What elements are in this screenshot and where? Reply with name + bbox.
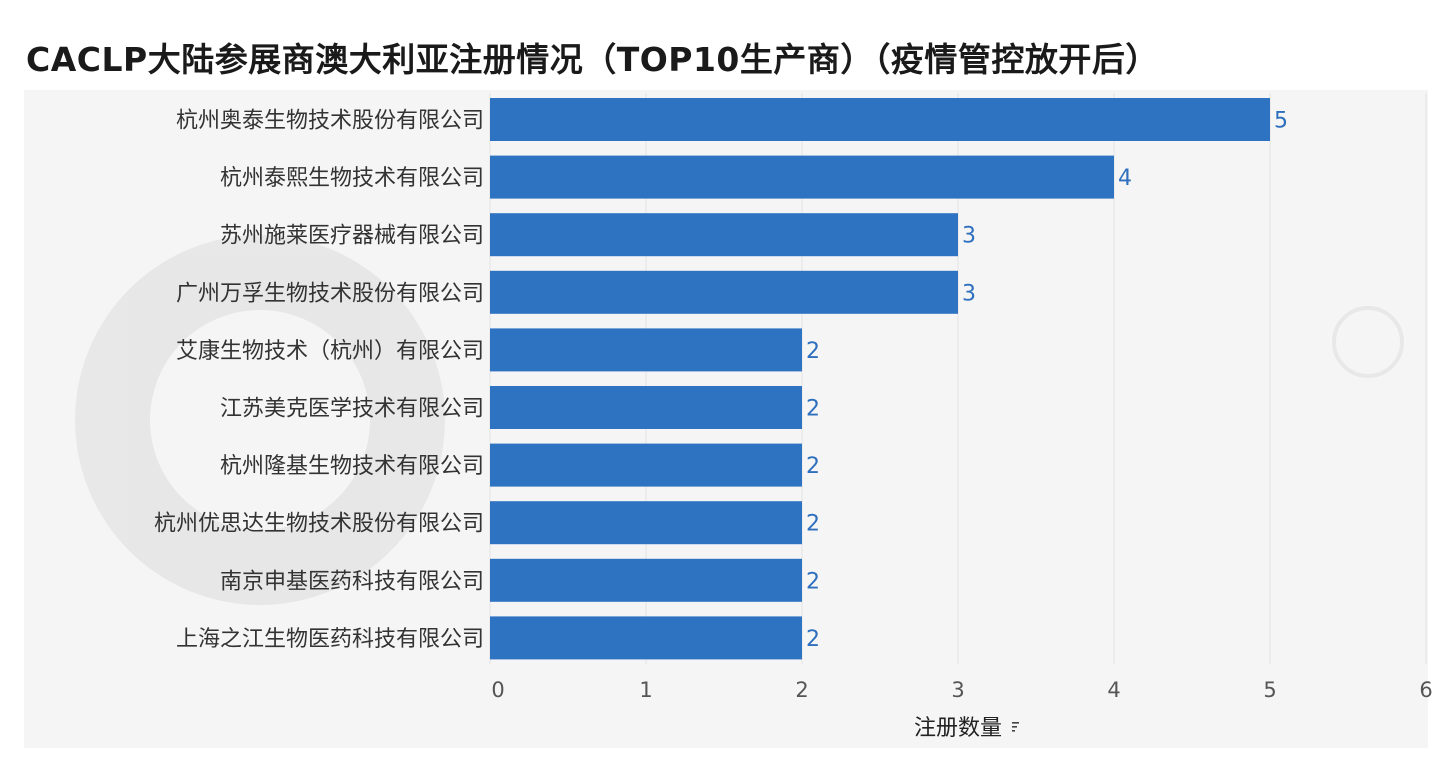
bar[interactable]	[490, 155, 1114, 199]
watermark-logo	[75, 235, 1404, 605]
data-label: 5	[1274, 109, 1288, 134]
category-label: 杭州优思达生物技术股份有限公司	[154, 512, 484, 537]
x-tick-label: 6	[1419, 678, 1432, 702]
bar[interactable]	[490, 328, 802, 372]
bar[interactable]	[490, 98, 1270, 141]
category-labels: 杭州奥泰生物技术股份有限公司杭州泰熙生物技术有限公司苏州施莱医疗器械有限公司广州…	[154, 109, 484, 652]
x-tick-label: 0	[491, 678, 504, 702]
data-label: 2	[806, 454, 820, 479]
chart-title: CACLP大陆参展商澳大利亚注册情况（TOP10生产商）（疫情管控放开后）	[26, 40, 1159, 79]
data-label: 3	[962, 224, 976, 249]
bar[interactable]	[490, 270, 958, 314]
category-label: 上海之江生物医药科技有限公司	[176, 627, 484, 652]
filter-icon[interactable]	[1012, 722, 1019, 732]
category-label: 江苏美克医学技术有限公司	[220, 397, 484, 422]
data-label: 2	[806, 512, 820, 537]
data-label: 2	[806, 339, 820, 364]
data-label: 2	[806, 569, 820, 594]
category-label: 广州万孚生物技术股份有限公司	[176, 281, 484, 306]
data-label: 4	[1118, 166, 1132, 191]
x-tick-labels: 0 1 2 3 4 5 6	[491, 678, 1432, 702]
category-label: 杭州奥泰生物技术股份有限公司	[176, 109, 484, 134]
x-tick-label: 3	[951, 678, 964, 702]
bar[interactable]	[490, 616, 802, 660]
x-tick-label: 4	[1107, 678, 1120, 702]
x-tick-label: 2	[795, 678, 808, 702]
bar[interactable]	[490, 558, 802, 602]
x-axis-title: 注册数量	[914, 716, 1002, 741]
category-label: 艾康生物技术（杭州）有限公司	[176, 339, 484, 364]
bar[interactable]	[490, 386, 802, 429]
category-label: 南京申基医药科技有限公司	[220, 569, 484, 594]
value-labels: 5 4 3 3 2 2 2 2 2 2	[806, 109, 1288, 652]
bar[interactable]	[490, 501, 802, 545]
category-label: 杭州隆基生物技术有限公司	[220, 454, 484, 479]
category-label: 苏州施莱医疗器械有限公司	[220, 224, 484, 249]
x-tick-label: 1	[639, 678, 652, 702]
category-label: 杭州泰熙生物技术有限公司	[220, 166, 484, 191]
bar[interactable]	[490, 213, 958, 257]
bars	[490, 98, 1270, 660]
x-tick-label: 5	[1263, 678, 1276, 702]
bar[interactable]	[490, 443, 802, 487]
data-label: 3	[962, 281, 976, 306]
data-label: 2	[806, 397, 820, 422]
data-label: 2	[806, 627, 820, 652]
